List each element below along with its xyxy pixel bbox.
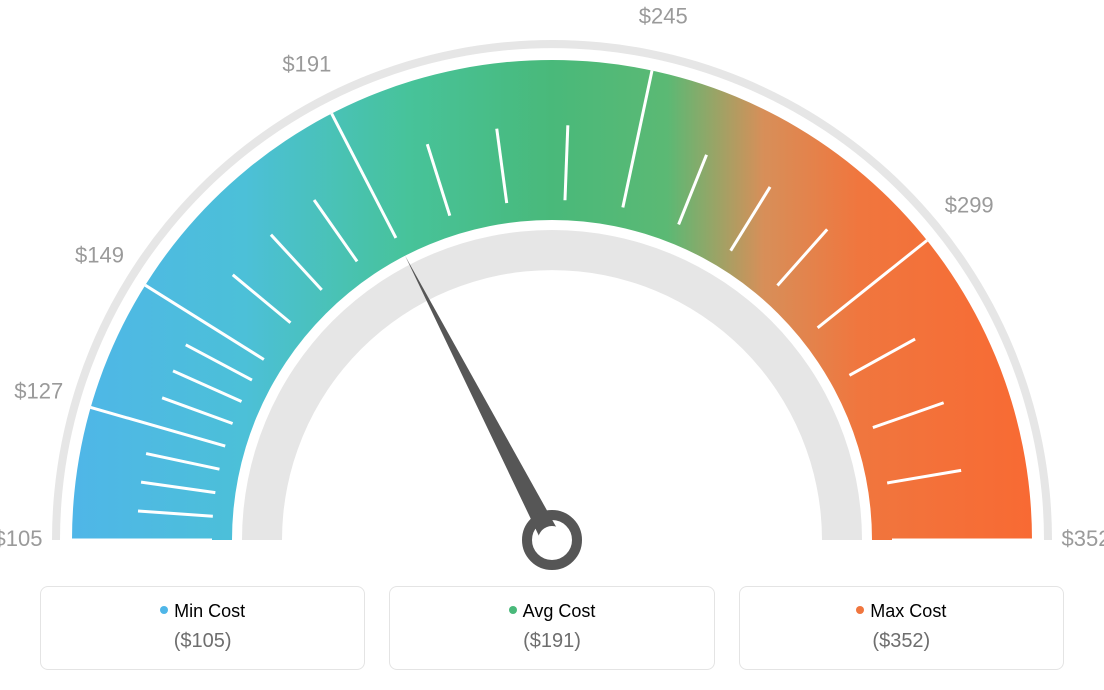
svg-text:$105: $105 — [0, 526, 42, 551]
legend-title-avg: Avg Cost — [390, 601, 713, 622]
svg-text:$352: $352 — [1062, 526, 1104, 551]
gauge-chart: $105 $127 $149 $191 $245 $299 $352 — [0, 0, 1104, 560]
legend-title-min: Min Cost — [41, 601, 364, 622]
svg-text:$299: $299 — [945, 192, 994, 217]
legend-value-min: ($105) — [41, 630, 364, 653]
legend-card-min: Min Cost ($105) — [40, 586, 365, 670]
legend-card-max: Max Cost ($352) — [739, 586, 1064, 670]
dot-icon — [160, 606, 168, 614]
gauge-svg: $105 $127 $149 $191 $245 $299 $352 — [0, 0, 1104, 580]
svg-text:$245: $245 — [639, 4, 688, 29]
svg-text:$191: $191 — [282, 51, 331, 76]
svg-text:$149: $149 — [75, 242, 124, 267]
legend-row: Min Cost ($105) Avg Cost ($191) Max Cost… — [40, 586, 1064, 670]
legend-title-max: Max Cost — [740, 601, 1063, 622]
legend-value-avg: ($191) — [390, 630, 713, 653]
legend-value-max: ($352) — [740, 630, 1063, 653]
legend-label-avg: Avg Cost — [523, 601, 596, 621]
dot-icon — [509, 606, 517, 614]
legend-label-min: Min Cost — [174, 601, 245, 621]
svg-text:$127: $127 — [14, 378, 63, 403]
legend-card-avg: Avg Cost ($191) — [389, 586, 714, 670]
dot-icon — [856, 606, 864, 614]
cost-gauge-container: $105 $127 $149 $191 $245 $299 $352 Min Cost ($… — [0, 0, 1104, 690]
legend-label-max: Max Cost — [870, 601, 946, 621]
